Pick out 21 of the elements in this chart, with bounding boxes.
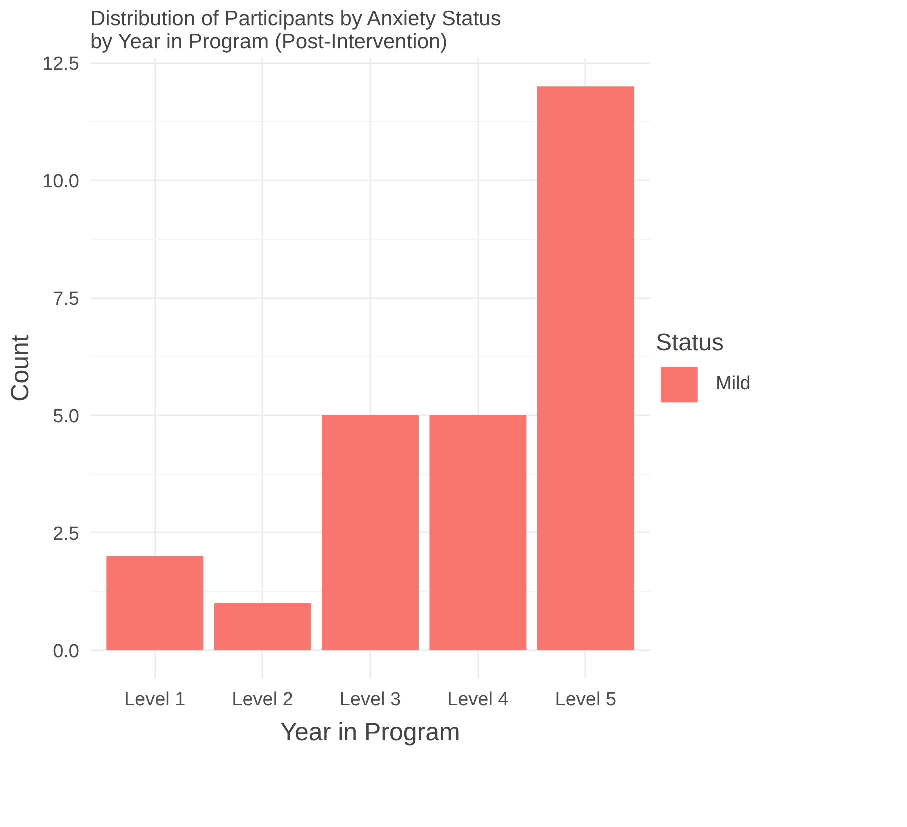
x-axis-title: Year in Program [280,718,460,746]
x-tick-label: Level 5 [555,690,617,710]
bar [106,556,204,650]
x-tick-label: Level 1 [124,690,186,710]
y-axis-title: Count [6,335,35,402]
chart-title: Distribution of Participants by Anxiety Status by Year in Program (Post-Intervention) [90,8,502,54]
bar [214,603,312,650]
y-tick-label: 0.0 [53,641,80,662]
y-tick-label: 2.5 [53,524,80,545]
legend-label: Mild [716,374,751,396]
y-tick-label: 5.0 [53,406,80,428]
bar [430,415,527,650]
y-tick-label: 7.5 [53,289,80,310]
y-tick-label: 10.0 [42,172,80,193]
y-tick-label: 12.5 [42,54,80,76]
x-tick-label: Level 3 [340,690,402,710]
bar [322,415,419,650]
legend-title: Status [656,330,726,358]
bar [537,86,634,650]
x-tick-label: Level 4 [448,690,510,710]
x-tick-label: Level 2 [232,690,294,710]
